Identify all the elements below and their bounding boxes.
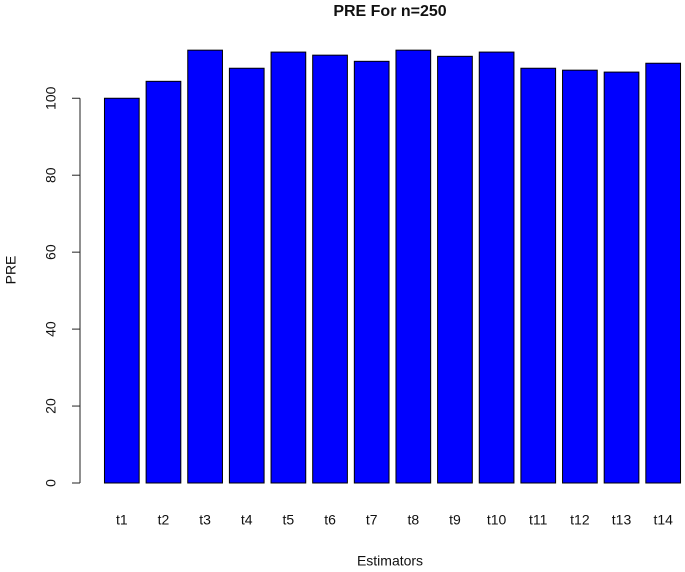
y-tick-label: 100 bbox=[43, 86, 59, 110]
x-tick-label: t4 bbox=[241, 512, 253, 528]
x-tick-label: t3 bbox=[199, 512, 211, 528]
bar bbox=[562, 69, 598, 484]
y-tick-label: 60 bbox=[43, 244, 59, 260]
bar bbox=[270, 51, 307, 484]
bar bbox=[395, 49, 432, 484]
x-tick-label: t6 bbox=[324, 512, 336, 528]
x-tick-label: t11 bbox=[529, 512, 548, 528]
y-tick-label: 20 bbox=[43, 398, 59, 414]
bar bbox=[353, 60, 390, 484]
x-tick-label: t7 bbox=[366, 512, 378, 528]
x-tick-label: t14 bbox=[653, 512, 673, 528]
x-tick-label: t12 bbox=[570, 512, 590, 528]
y-tick-label: 80 bbox=[43, 167, 59, 183]
y-tick-label: 0 bbox=[43, 479, 59, 487]
x-tick-label: t9 bbox=[449, 512, 461, 528]
x-tick-label: t5 bbox=[283, 512, 295, 528]
bar bbox=[645, 62, 682, 484]
x-tick-label: t2 bbox=[158, 512, 170, 528]
bar bbox=[437, 55, 473, 484]
y-axis-label: PRE bbox=[3, 256, 19, 285]
bar bbox=[478, 51, 515, 484]
bar bbox=[187, 49, 223, 484]
x-tick-label: t1 bbox=[116, 512, 128, 528]
x-tick-label: t10 bbox=[487, 512, 507, 528]
bar bbox=[145, 80, 182, 484]
bar bbox=[103, 97, 140, 484]
bar bbox=[312, 54, 348, 484]
bar bbox=[603, 71, 640, 484]
chart-title: PRE For n=250 bbox=[333, 3, 446, 20]
bar bbox=[520, 67, 557, 484]
y-tick-label: 40 bbox=[43, 321, 59, 337]
x-axis-label: Estimators bbox=[357, 553, 423, 569]
bar bbox=[228, 67, 265, 484]
x-tick-label: t13 bbox=[612, 512, 632, 528]
x-tick-label: t8 bbox=[407, 512, 419, 528]
